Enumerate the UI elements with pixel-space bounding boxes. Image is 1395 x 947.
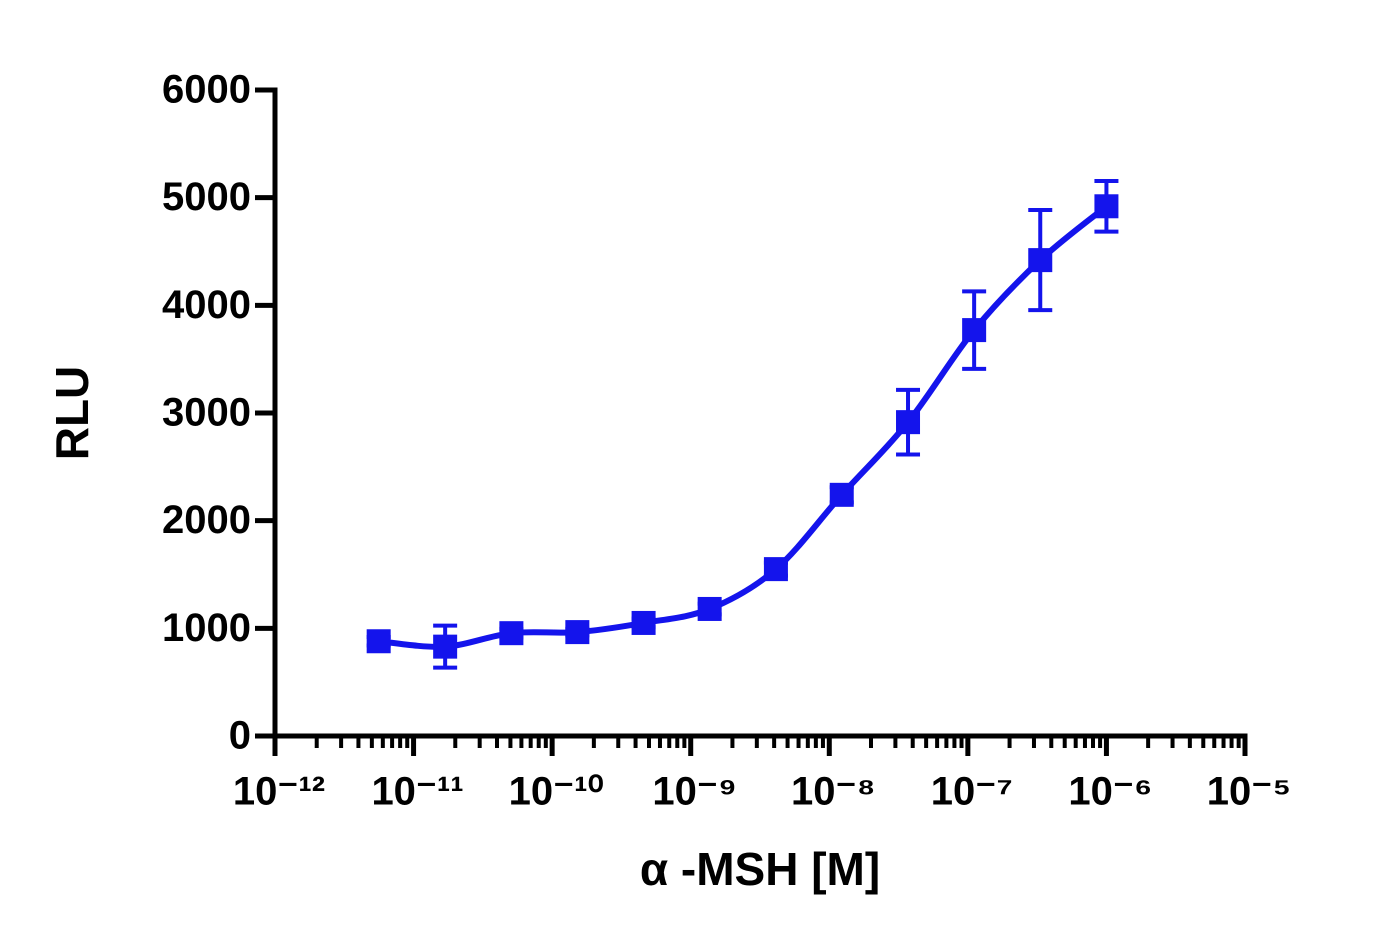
y-tick-label: 1000 — [162, 606, 251, 650]
x-tick-label: 10⁻¹¹ — [371, 770, 463, 814]
y-tick-label: 2000 — [162, 498, 251, 542]
marker — [829, 482, 854, 507]
x-tick-label: 10⁻¹² — [233, 770, 325, 814]
x-tick-label: 10⁻⁵ — [1207, 770, 1291, 814]
x-tick-label: 10⁻⁹ — [652, 770, 737, 814]
fit-curve — [378, 203, 1109, 650]
y-tick-label: 0 — [229, 714, 251, 758]
marker — [1028, 248, 1053, 273]
marker — [565, 620, 590, 645]
marker — [763, 557, 788, 582]
marker — [896, 410, 921, 435]
marker — [697, 596, 722, 621]
x-tick-label: 10⁻⁸ — [791, 770, 876, 814]
marker — [433, 634, 458, 659]
marker — [962, 318, 987, 343]
y-tick-label: 4000 — [162, 283, 251, 327]
marker — [1094, 194, 1119, 219]
y-tick-label: 5000 — [162, 175, 251, 219]
x-tick-label: 10⁻⁶ — [1068, 770, 1152, 814]
y-axis-label: RLU — [46, 366, 98, 461]
x-axis-label: α -MSH [M] — [640, 843, 880, 895]
x-tick-label: 10⁻⁷ — [931, 770, 1013, 814]
marker — [366, 629, 391, 654]
y-tick-label: 3000 — [162, 391, 251, 435]
y-tick-label: 6000 — [162, 68, 251, 112]
marker — [499, 621, 524, 646]
x-tick-label: 10⁻¹⁰ — [509, 770, 604, 814]
marker — [631, 610, 656, 635]
